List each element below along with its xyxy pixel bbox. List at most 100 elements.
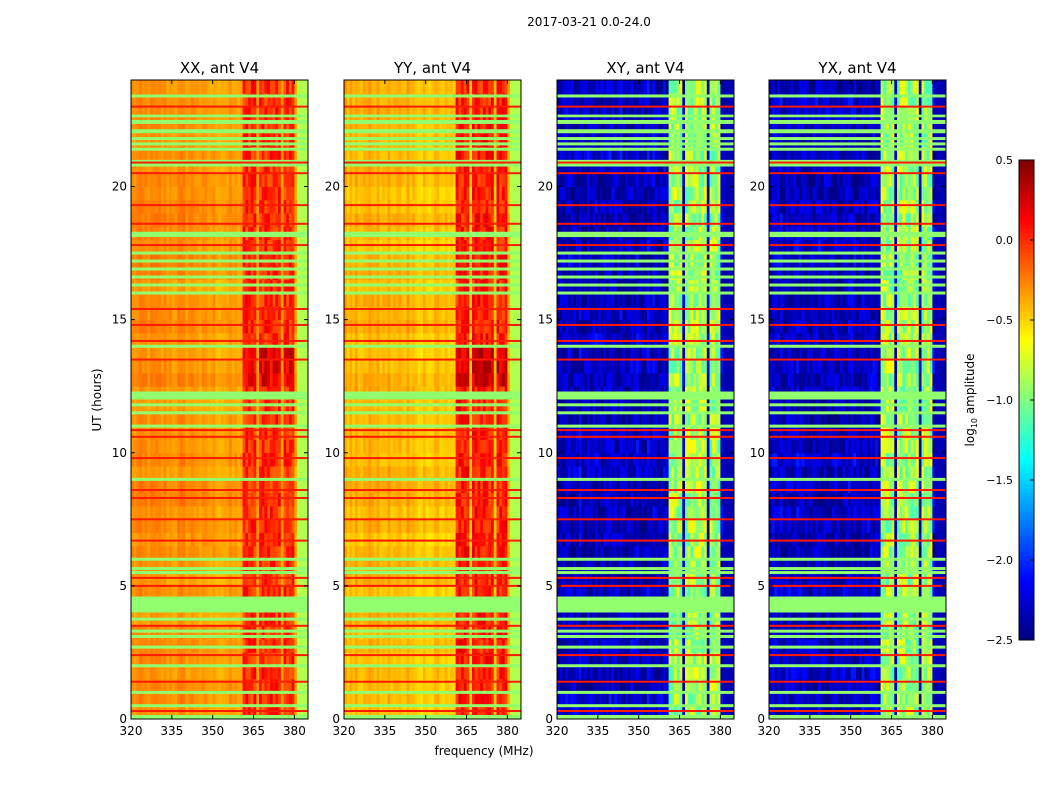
heatmap-cell xyxy=(264,399,268,414)
heatmap-cell xyxy=(501,545,505,560)
heatmap-cell xyxy=(305,346,309,360)
heatmap-cell xyxy=(180,133,184,147)
heatmap-cell xyxy=(480,412,484,427)
heatmap-cell xyxy=(395,572,399,587)
heatmap-cell xyxy=(428,625,432,640)
heatmap-cell xyxy=(461,625,465,640)
heatmap-cell xyxy=(365,625,369,640)
heatmap-cell xyxy=(436,426,440,440)
heatmap-cell xyxy=(242,266,246,281)
heatmap-cell xyxy=(278,426,282,440)
heatmap-cell xyxy=(395,705,399,720)
heatmap-cell xyxy=(360,466,364,480)
heatmap-cell xyxy=(275,293,279,307)
heatmap-cell xyxy=(242,133,246,147)
heatmap-cell xyxy=(150,173,154,187)
heatmap-cell xyxy=(248,412,252,427)
heatmap-cell xyxy=(357,665,361,680)
heatmap-cell xyxy=(297,332,301,347)
heatmap-cell xyxy=(393,492,397,507)
heatmap-cell xyxy=(212,346,216,360)
heatmap-cell xyxy=(144,452,148,467)
heatmap-cell xyxy=(283,266,287,281)
heatmap-cell xyxy=(144,213,148,227)
heatmap-cell xyxy=(259,692,263,707)
heatmap-cell xyxy=(297,159,301,174)
heatmap-cell xyxy=(210,479,214,494)
heatmap-cell xyxy=(493,479,497,494)
heatmap-cell xyxy=(376,492,380,507)
heatmap-cell xyxy=(147,665,151,680)
heatmap-cell xyxy=(354,412,358,427)
heatmap-cell xyxy=(294,466,298,480)
heatmap-cell xyxy=(384,399,388,414)
heatmap-cell xyxy=(466,359,470,374)
heatmap-cell xyxy=(201,625,205,640)
heatmap-cell xyxy=(256,492,260,507)
heatmap-cell xyxy=(256,532,260,547)
heatmap-cell xyxy=(428,705,432,720)
heatmap-cell xyxy=(354,585,358,600)
heatmap-cell xyxy=(166,279,170,294)
heatmap-cell xyxy=(423,426,427,440)
heatmap-cell xyxy=(512,372,516,387)
heatmap-cell xyxy=(305,545,309,560)
heatmap-cell xyxy=(472,479,476,494)
heatmap-cell xyxy=(147,146,151,161)
heatmap-cell xyxy=(286,199,290,214)
rfi-line xyxy=(131,307,308,310)
heatmap-cell xyxy=(488,572,492,587)
heatmap-cell xyxy=(210,279,214,294)
heatmap-cell xyxy=(131,466,135,480)
heatmap-cell xyxy=(297,372,301,387)
heatmap-cell xyxy=(365,506,369,520)
heatmap-cell xyxy=(349,466,353,480)
heatmap-cell xyxy=(474,492,478,507)
heatmap-cell xyxy=(406,479,410,494)
heatmap-cell xyxy=(199,213,203,227)
heatmap-cell xyxy=(376,545,380,560)
heatmap-cell xyxy=(161,506,165,520)
heatmap-cell xyxy=(188,705,192,720)
heatmap-cell xyxy=(412,426,416,440)
heatmap-cell xyxy=(239,412,243,427)
heatmap-cell xyxy=(297,705,301,720)
heatmap-cell xyxy=(220,479,224,494)
heatmap-cell xyxy=(344,346,348,360)
rfi-line xyxy=(131,222,308,225)
heatmap-cell xyxy=(414,412,418,427)
heatmap-cell xyxy=(280,319,284,334)
heatmap-cell xyxy=(491,372,495,387)
heatmap-cell xyxy=(267,585,271,600)
heatmap-cell xyxy=(423,466,427,480)
heatmap-cell xyxy=(472,652,476,667)
heatmap-cell xyxy=(280,213,284,227)
heatmap-cell xyxy=(272,146,276,161)
heatmap-cell xyxy=(425,545,429,560)
heatmap-cell xyxy=(444,452,448,467)
heatmap-cell xyxy=(237,705,241,720)
heatmap-cell xyxy=(259,159,263,174)
heatmap-cell xyxy=(248,266,252,281)
heatmap-cell xyxy=(234,652,238,667)
heatmap-cell xyxy=(144,679,148,693)
heatmap-cell xyxy=(474,585,478,600)
heatmap-cell xyxy=(387,519,391,533)
heatmap-cell xyxy=(245,146,249,161)
heatmap-cell xyxy=(288,399,292,414)
heatmap-cell xyxy=(248,519,252,533)
heatmap-cell xyxy=(428,652,432,667)
heatmap-cell xyxy=(180,492,184,507)
heatmap-cell xyxy=(188,239,192,254)
heatmap-cell xyxy=(346,585,350,600)
heatmap-cell xyxy=(182,679,186,693)
heatmap-cell xyxy=(131,93,135,107)
heatmap-cell xyxy=(455,679,459,693)
heatmap-cell xyxy=(161,559,165,573)
heatmap-cell xyxy=(354,492,358,507)
heatmap-cell xyxy=(248,452,252,467)
heatmap-cell xyxy=(499,359,503,374)
heatmap-cell xyxy=(275,412,279,427)
heatmap-cell xyxy=(294,213,298,227)
heatmap-cell xyxy=(180,186,184,201)
